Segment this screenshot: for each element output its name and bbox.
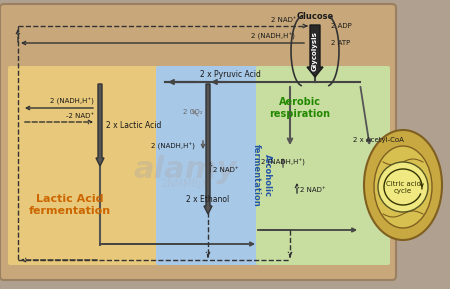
Text: 2 x Acetyl-CoA: 2 x Acetyl-CoA bbox=[352, 137, 404, 143]
Ellipse shape bbox=[364, 130, 442, 240]
Text: 2 (NADH,H⁺): 2 (NADH,H⁺) bbox=[151, 142, 195, 150]
Text: Alcoholic
fermentation: Alcoholic fermentation bbox=[252, 144, 272, 206]
Text: 2 NAD⁺: 2 NAD⁺ bbox=[300, 187, 326, 193]
Text: Lactic Acid
fermentation: Lactic Acid fermentation bbox=[29, 194, 111, 216]
Text: alamy: alamy bbox=[133, 155, 237, 184]
Text: 2 (NADH,H⁺): 2 (NADH,H⁺) bbox=[50, 98, 94, 105]
Text: 2 CO₂: 2 CO₂ bbox=[183, 109, 203, 115]
Text: Glycolysis: Glycolysis bbox=[312, 31, 318, 71]
Text: 2 x Ethanol: 2 x Ethanol bbox=[186, 195, 230, 205]
Text: 2 x Lactic Acid: 2 x Lactic Acid bbox=[106, 121, 162, 129]
Text: 2 x Pyruvic Acid: 2 x Pyruvic Acid bbox=[199, 70, 261, 79]
Text: 2 NAD⁺: 2 NAD⁺ bbox=[271, 17, 297, 23]
Text: 2 (NADH,H⁺): 2 (NADH,H⁺) bbox=[261, 158, 305, 166]
Text: Aerobic
respiration: Aerobic respiration bbox=[270, 97, 330, 119]
Text: Glucose: Glucose bbox=[297, 12, 333, 21]
Text: 2 ATP: 2 ATP bbox=[331, 40, 350, 46]
Ellipse shape bbox=[374, 146, 432, 228]
FancyBboxPatch shape bbox=[0, 4, 396, 280]
FancyBboxPatch shape bbox=[256, 66, 390, 265]
Text: 2 NAD⁺: 2 NAD⁺ bbox=[213, 167, 239, 173]
Text: Citric acid
cycle: Citric acid cycle bbox=[386, 181, 420, 194]
Text: -2 NAD⁺: -2 NAD⁺ bbox=[66, 113, 94, 119]
FancyBboxPatch shape bbox=[156, 66, 260, 265]
Text: 2 (NADH,H⁺): 2 (NADH,H⁺) bbox=[251, 33, 295, 40]
FancyArrow shape bbox=[307, 25, 323, 77]
Text: 2 ADP: 2 ADP bbox=[331, 23, 352, 29]
FancyBboxPatch shape bbox=[8, 66, 160, 265]
Text: 2NMMBJX: 2NMMBJX bbox=[162, 179, 208, 189]
Circle shape bbox=[378, 162, 428, 212]
FancyArrow shape bbox=[204, 84, 212, 214]
FancyArrow shape bbox=[96, 84, 104, 166]
